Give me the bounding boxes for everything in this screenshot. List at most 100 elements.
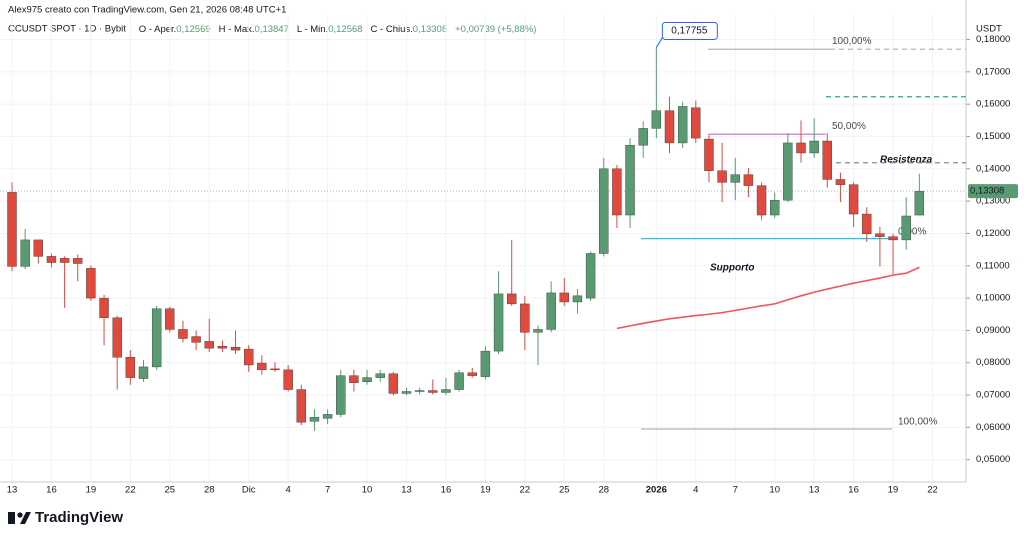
candle-body bbox=[862, 213, 872, 234]
callout-label: 0,17755 bbox=[671, 26, 708, 37]
logo-text: TradingView bbox=[35, 509, 123, 526]
ohlc-legend: O - Aper.0,12569 H - Max.0,13847 L - Min.0… bbox=[139, 24, 537, 35]
last-price-badge bbox=[968, 184, 1018, 199]
candle-body bbox=[428, 390, 438, 393]
y-tick-label: 0,08000 bbox=[976, 357, 1010, 368]
symbol: CCUSDT SPOT · 1D · Bybit bbox=[8, 24, 126, 35]
candle-body bbox=[296, 389, 306, 423]
candle-body bbox=[835, 179, 846, 185]
ohlc-value: 0,12569 bbox=[176, 24, 210, 35]
x-tick-label: 13 bbox=[401, 485, 412, 496]
y-tick-label: 0,10000 bbox=[976, 293, 1010, 304]
x-tick-label: 16 bbox=[46, 485, 57, 496]
candle-body bbox=[704, 138, 714, 171]
y-tick-label: 0,13000 bbox=[976, 196, 1010, 207]
candle-body bbox=[217, 346, 228, 349]
x-tick-label: 10 bbox=[362, 485, 373, 496]
candle-body bbox=[848, 184, 859, 215]
candle-body bbox=[480, 350, 491, 377]
x-tick-label: Dic bbox=[242, 485, 256, 496]
candle-body bbox=[585, 253, 596, 299]
candle-body bbox=[651, 110, 662, 129]
x-tick-label: 19 bbox=[480, 485, 491, 496]
candle-body bbox=[914, 190, 925, 216]
candle-body bbox=[559, 292, 569, 303]
candle-body bbox=[546, 292, 556, 330]
y-tick-label: 0,09000 bbox=[976, 325, 1010, 336]
level-label: 100,00% bbox=[898, 417, 938, 428]
candle-body bbox=[507, 293, 517, 305]
x-tick-label: 16 bbox=[441, 485, 452, 496]
callout-box bbox=[661, 21, 718, 40]
x-tick-label: 2026 bbox=[646, 485, 667, 496]
candle-body bbox=[165, 308, 175, 330]
y-tick-label: 0,12000 bbox=[976, 228, 1010, 239]
candle-body bbox=[230, 347, 241, 351]
candle-body bbox=[822, 140, 832, 180]
x-tick-label: 10 bbox=[769, 485, 780, 496]
candle-body bbox=[625, 145, 635, 216]
logo-icon bbox=[8, 512, 15, 524]
candle-body bbox=[664, 110, 675, 144]
ohlc-value: 0,13308 bbox=[413, 24, 447, 35]
x-tick-label: 13 bbox=[809, 485, 820, 496]
y-tick-label: 0,06000 bbox=[976, 422, 1010, 433]
level-label: 100,00% bbox=[832, 36, 872, 47]
candle-body bbox=[204, 341, 214, 349]
x-tick-label: 19 bbox=[86, 485, 97, 496]
x-tick-label: 19 bbox=[888, 485, 899, 496]
candle-body bbox=[638, 128, 648, 146]
candle-body bbox=[336, 375, 346, 415]
x-tick-label: 7 bbox=[733, 485, 738, 496]
candle-body bbox=[125, 357, 136, 378]
candle-body bbox=[796, 142, 806, 154]
y-tick-label: 0,07000 bbox=[976, 390, 1010, 401]
y-tick-label: 0,17000 bbox=[976, 66, 1010, 77]
ohlc-key: H - Max. bbox=[219, 24, 255, 35]
candle-body bbox=[112, 317, 122, 358]
candle-body bbox=[388, 373, 399, 394]
candle-body bbox=[783, 142, 793, 201]
candle-body bbox=[677, 106, 688, 144]
candle-body bbox=[441, 389, 451, 393]
candle-body bbox=[467, 372, 477, 376]
candle-body bbox=[138, 366, 149, 379]
y-tick-label: 0,11000 bbox=[976, 260, 1010, 271]
x-tick-label: 22 bbox=[520, 485, 531, 496]
x-tick-label: 25 bbox=[165, 485, 176, 496]
candle-body bbox=[309, 417, 320, 422]
candle-body bbox=[243, 348, 254, 366]
candle-body bbox=[401, 391, 412, 394]
candle-body bbox=[33, 239, 43, 257]
y-tick-label: 0,18000 bbox=[976, 34, 1010, 45]
candle-body bbox=[572, 295, 583, 303]
ohlc-key: L - Min. bbox=[297, 24, 328, 35]
ohlc-key: O - Aper. bbox=[139, 24, 177, 35]
candle-body bbox=[743, 174, 754, 186]
y-tick-label: 0,15000 bbox=[976, 131, 1010, 142]
ohlc-value: 0,13847 bbox=[255, 24, 289, 35]
x-tick-label: 25 bbox=[559, 485, 570, 496]
annotation: Supporto bbox=[710, 263, 754, 274]
x-tick-label: 28 bbox=[204, 485, 215, 496]
x-tick-label: 4 bbox=[286, 485, 291, 496]
x-tick-label: 13 bbox=[7, 485, 18, 496]
x-tick-label: 16 bbox=[848, 485, 859, 496]
candle-body bbox=[612, 168, 622, 216]
ohlc-value: 0,12568 bbox=[328, 24, 362, 35]
change: +0,00739 (+5,88%) bbox=[455, 24, 536, 35]
candle-body bbox=[191, 336, 201, 343]
ohlc-key: C - Chius. bbox=[371, 24, 413, 35]
y-tick-label: 0,14000 bbox=[976, 163, 1010, 174]
candle-body bbox=[349, 375, 359, 383]
currency: USDT bbox=[976, 24, 1002, 35]
last-price-label: 0,13308 bbox=[970, 186, 1004, 197]
candle-body bbox=[770, 199, 780, 216]
candle-body bbox=[73, 258, 83, 264]
y-tick-label: 0,16000 bbox=[976, 99, 1010, 110]
candle-body bbox=[99, 297, 109, 319]
x-tick-label: 28 bbox=[598, 485, 609, 496]
candle-body bbox=[888, 236, 898, 241]
candle-body bbox=[7, 192, 17, 267]
candle-body bbox=[20, 239, 30, 267]
